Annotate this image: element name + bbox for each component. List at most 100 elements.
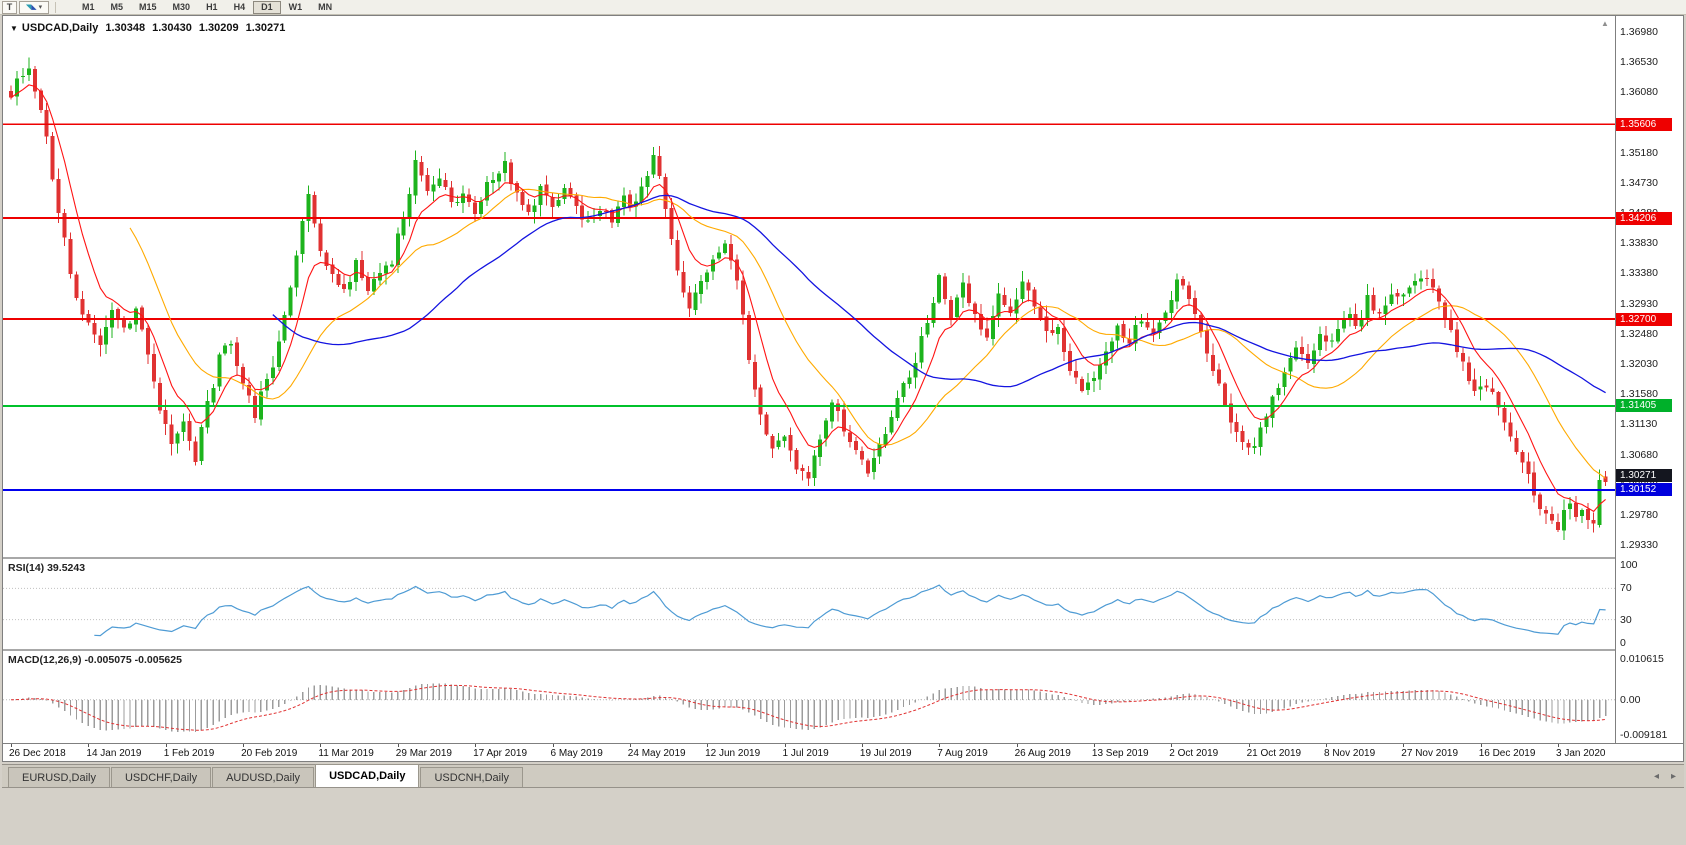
rsi-axis-label: 0: [1620, 637, 1626, 649]
time-axis-tick: [629, 744, 631, 747]
chart-window[interactable]: 1.369801.365301.360801.356301.351801.347…: [2, 15, 1684, 762]
time-axis-tick: [11, 744, 12, 747]
rsi-axis-label: 100: [1620, 559, 1638, 571]
time-axis[interactable]: 26 Dec 2018 14 Jan 2019 1 Feb 2019 20 Feb 2…: [3, 743, 1683, 761]
tab-audusd-daily[interactable]: AUDUSD,Daily: [212, 767, 315, 787]
time-axis-tick: [88, 744, 90, 747]
timeframe-button-w1[interactable]: W1: [288, 2, 303, 12]
candles-layer: [9, 57, 1608, 540]
price-axis-label: 1.32030: [1620, 357, 1658, 370]
time-axis-label: 27 Nov 2019: [1401, 748, 1459, 759]
rsi-axis-label: 70: [1620, 582, 1632, 595]
close-value: 1.30271: [245, 22, 286, 34]
price-axis-label: 1.29330: [1620, 539, 1658, 551]
time-axis-tick: [165, 744, 167, 747]
time-axis-label: 20 Feb 2019: [241, 748, 298, 759]
time-axis-label: 19 Jul 2019: [859, 748, 912, 759]
time-axis-tick: [475, 744, 477, 747]
time-axis-tick: [1403, 744, 1405, 747]
time-axis-tick: [397, 744, 399, 747]
panel-splitter-2[interactable]: [3, 649, 1683, 651]
time-axis-label: 1 Feb 2019: [163, 748, 215, 759]
timeframe-button-m30[interactable]: M30: [172, 2, 191, 12]
price-axis-label: 1.34730: [1620, 176, 1658, 189]
cursor-tool-icon-2: ◣: [31, 3, 37, 11]
price-level-badge: 1.35606: [1616, 117, 1672, 131]
price-axis-label: 1.32930: [1620, 297, 1658, 310]
cursor-tool-button[interactable]: ◥ ◣ ▾: [19, 0, 49, 14]
top-toolbar: T ◥ ◣ ▾ M1 M5 M15 M30 H1 H4 D1 W1 MN: [0, 0, 1686, 15]
time-axis-tick: [1480, 744, 1482, 747]
price-level-badge: 1.32700: [1616, 312, 1672, 326]
time-axis-tick: [243, 744, 245, 747]
scroll-up-icon[interactable]: ▲: [1601, 19, 1609, 28]
time-axis-label: 8 Nov 2019: [1324, 748, 1376, 759]
timeframe-button-mn[interactable]: MN: [318, 2, 333, 12]
tab-usdcad-daily[interactable]: USDCAD,Daily: [315, 764, 420, 787]
price-axis-label: 1.29780: [1620, 508, 1658, 521]
main-price-chart[interactable]: [3, 16, 1615, 557]
time-axis-label: 3 Jan 2020: [1556, 748, 1606, 759]
price-axis-label: 1.31580: [1620, 388, 1658, 401]
macd-indicator-chart[interactable]: [3, 651, 1615, 743]
tab-eurusd-daily[interactable]: EURUSD,Daily: [8, 767, 110, 787]
tab-scroll-right-icon[interactable]: ▸: [1670, 770, 1677, 782]
chart-ohlc-header: ▼ USDCAD,Daily 1.30348 1.30430 1.30209 1…: [10, 22, 285, 34]
chart-tab-bar: EURUSD,Daily USDCHF,Daily AUDUSD,Daily USDC…: [2, 764, 1684, 788]
rsi-indicator-chart[interactable]: [3, 559, 1615, 649]
price-axis-label: 1.32480: [1620, 327, 1658, 340]
open-value: 1.30348: [105, 22, 146, 34]
chart-tool-button[interactable]: T: [2, 0, 17, 14]
rsi-axis-label: 30: [1620, 613, 1632, 626]
time-axis-tick: [784, 744, 786, 747]
time-axis-label: 24 May 2019: [627, 748, 686, 759]
time-axis-label: 13 Sep 2019: [1091, 748, 1149, 759]
price-axis-label: 1.33380: [1620, 267, 1658, 280]
tab-scroll-left-icon[interactable]: ◂: [1653, 770, 1660, 782]
timeframe-button-m1[interactable]: M1: [82, 2, 95, 12]
timeframe-buttons: M1 M5 M15 M30 H1 H4 D1 W1 MN: [74, 0, 340, 14]
high-value: 1.30430: [152, 22, 192, 34]
time-axis-label: 14 Jan 2019: [86, 748, 142, 759]
price-level-badge: 1.30152: [1616, 483, 1672, 497]
toolbar-separator: [55, 1, 56, 13]
time-axis-tick: [1558, 744, 1559, 747]
time-axis-label: 26 Aug 2019: [1014, 748, 1071, 759]
time-axis-label: 1 Jul 2019: [782, 748, 829, 759]
price-axis-label: 1.33830: [1620, 237, 1658, 250]
tab-usdcnh-daily[interactable]: USDCNH,Daily: [420, 767, 524, 787]
time-axis-tick: [552, 744, 554, 747]
time-axis-label: 6 May 2019: [550, 748, 603, 759]
timeframe-button-d1[interactable]: D1: [253, 0, 281, 14]
collapse-arrow-icon[interactable]: ▼: [10, 23, 18, 33]
ma-mid-line: [129, 188, 1606, 479]
time-axis-label: 2 Oct 2019: [1169, 748, 1219, 759]
time-axis-label: 26 Dec 2018: [9, 748, 66, 759]
macd-histogram: [16, 683, 1607, 732]
low-value: 1.30209: [198, 22, 239, 34]
time-axis-tick: [1326, 744, 1327, 747]
time-axis-tick: [1248, 744, 1250, 747]
time-axis-tick: [1016, 744, 1018, 747]
price-axis[interactable]: 1.369801.365301.360801.356301.351801.347…: [1615, 16, 1683, 743]
timeframe-button-h4[interactable]: H4: [233, 2, 246, 12]
chart-symbol-label: USDCAD,Daily: [21, 22, 99, 34]
price-axis-label: 1.35180: [1620, 146, 1658, 159]
horizontal-lines-layer: [3, 123, 1615, 491]
time-axis-label: 12 Jun 2019: [705, 748, 761, 759]
time-axis-label: 7 Aug 2019: [937, 748, 988, 759]
panel-splitter[interactable]: [3, 557, 1683, 559]
time-axis-tick: [939, 744, 941, 747]
time-axis-tick: [707, 744, 709, 747]
timeframe-button-m5[interactable]: M5: [110, 2, 124, 12]
price-axis-label: 1.36530: [1620, 56, 1658, 69]
tab-scroll-arrows: ◂ ▸: [1650, 769, 1680, 783]
price-axis-label: 1.31130: [1620, 418, 1658, 431]
timeframe-button-m15[interactable]: M15: [139, 2, 157, 12]
chart-tool-icon: T: [6, 2, 13, 12]
current-price-badge: 1.30271: [1616, 469, 1672, 483]
tab-usdchf-daily[interactable]: USDCHF,Daily: [110, 767, 212, 787]
timeframe-button-h1[interactable]: H1: [206, 2, 218, 12]
macd-axis-label: -0.009181: [1620, 729, 1668, 741]
time-axis-tick: [1093, 744, 1095, 747]
